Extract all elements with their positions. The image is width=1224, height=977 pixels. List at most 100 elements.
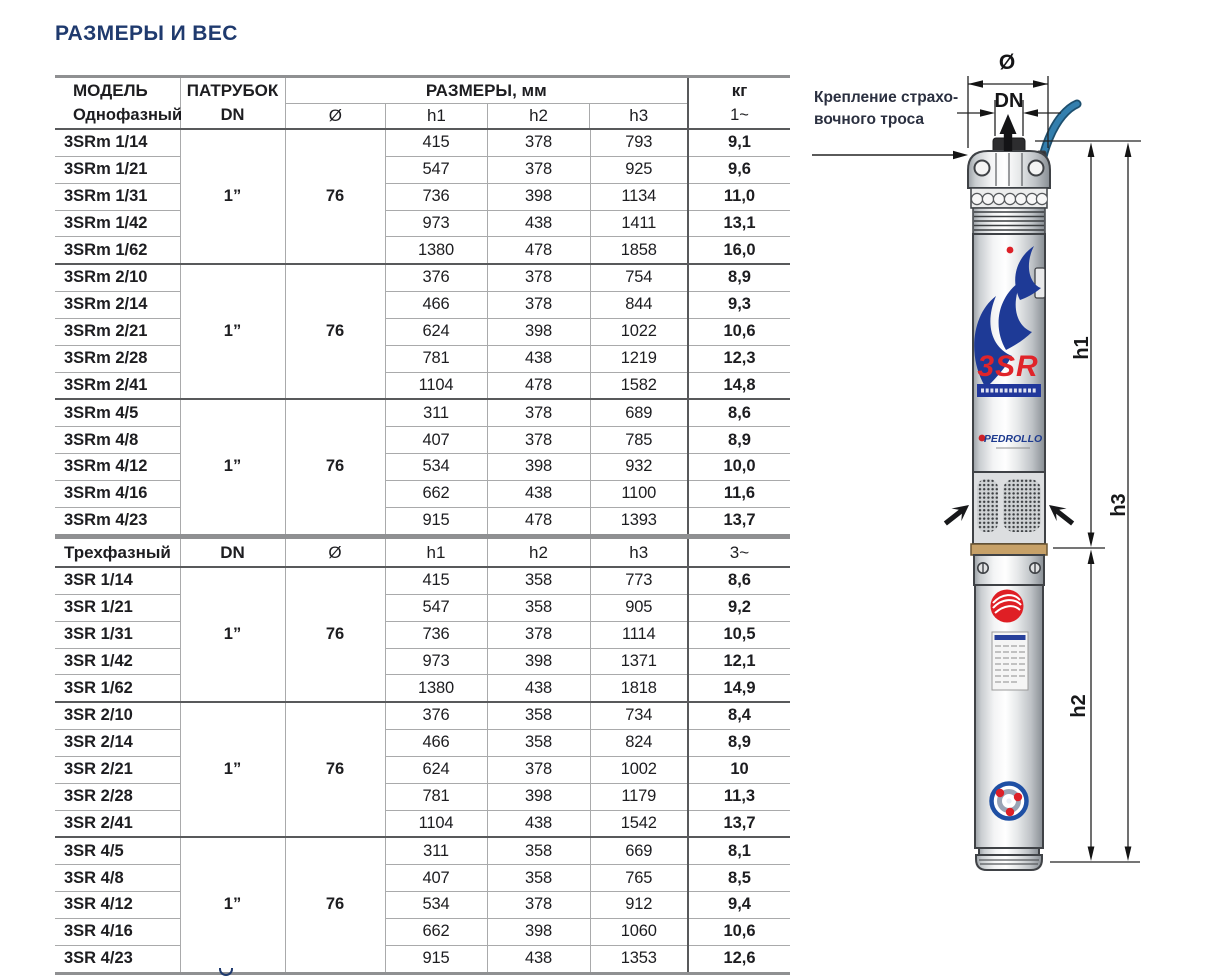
h2-value: 438 — [487, 344, 591, 373]
weight-value: 12,3 — [688, 344, 790, 373]
coupling-ring — [970, 543, 1048, 556]
h3-value: 824 — [590, 729, 689, 757]
table-row: 3SRm 1/21 547 378 925 9,6 — [55, 155, 790, 184]
h2-value: 438 — [487, 944, 591, 974]
h2-value: 358 — [487, 565, 591, 595]
h2-value: 358 — [487, 836, 591, 865]
column-header-diameter: Ø — [328, 106, 342, 126]
weight-value: 8,6 — [688, 565, 790, 595]
table-row: 3SR 2/21 624 378 1002 10 — [55, 755, 790, 784]
model-name: 3SRm 4/12 — [55, 453, 181, 481]
column-header-model: Трехфазный — [55, 537, 181, 568]
h1-value: 781 — [385, 782, 488, 811]
table-row: 3SR 4/8 407 358 765 8,5 — [55, 864, 790, 892]
table-row: 3SRm 2/21 624 398 1022 10,6 — [55, 317, 790, 346]
h3-value: 932 — [590, 453, 689, 481]
h2-value: 358 — [487, 593, 591, 622]
h3-value: 1353 — [590, 944, 689, 974]
h1-value: 466 — [385, 729, 488, 757]
h2-value: 398 — [487, 453, 591, 481]
pump-maker-label: PEDROLLO — [984, 433, 1042, 445]
h2-value: 358 — [487, 729, 591, 757]
column-header-sizes: РАЗМЕРЫ, мм Ø h1 h2 h3 — [285, 76, 689, 130]
h3-value: 754 — [590, 263, 689, 292]
h1-value: 1380 — [385, 674, 488, 703]
model-name: 3SR 2/14 — [55, 729, 181, 757]
table-row: 3SRm 1/62 1380 478 1858 16,0 — [55, 236, 790, 265]
dim-diameter-label: Ø — [999, 51, 1015, 74]
weight-value: 10,6 — [688, 917, 790, 946]
weight-value: 8,9 — [688, 426, 790, 454]
diameter-value: 76 — [285, 398, 386, 536]
h3-value: 1114 — [590, 620, 689, 649]
h2-value: 358 — [487, 864, 591, 892]
h2-value: 398 — [487, 647, 591, 675]
dim-h2-label: h2 — [1068, 694, 1090, 717]
dn-value: 1” — [180, 127, 286, 265]
diameter-value: 76 — [285, 127, 386, 265]
flame-logo-dot — [1006, 246, 1014, 254]
table-row: 3SR 1/14 1” 76 415 358 773 8,6 — [55, 565, 790, 703]
h3-value: 844 — [590, 291, 689, 319]
weight-value: 13,7 — [688, 809, 790, 838]
h3-value: 1371 — [590, 647, 689, 675]
h1-value: 1104 — [385, 809, 488, 838]
table-row: 3SRm 1/42 973 438 1411 13,1 — [55, 209, 790, 237]
table-row: 3SR 4/5 1” 76 311 358 669 8,1 — [55, 836, 790, 974]
h2-value: 438 — [487, 479, 591, 508]
model-name: 3SRm 4/23 — [55, 506, 181, 536]
cable-clip — [1034, 267, 1046, 299]
column-header-model: МОДЕЛЬ Однофазный — [55, 76, 182, 130]
h1-value: 1104 — [385, 371, 488, 400]
intake-screen-left — [977, 479, 998, 532]
pump-diagram: Крепление страхо- вочного троса — [812, 51, 1141, 871]
column-header-port: ПАТРУБОК DN — [180, 76, 286, 130]
h2-value: 438 — [487, 209, 591, 237]
model-name: 3SRm 2/10 — [55, 263, 181, 292]
h1-value: 662 — [385, 479, 488, 508]
dn-value: 1” — [180, 701, 286, 838]
h1-value: 624 — [385, 755, 488, 784]
model-name: 3SR 1/21 — [55, 593, 181, 622]
h1-value: 736 — [385, 620, 488, 649]
h2-value: 378 — [487, 155, 591, 184]
model-name: 3SR 4/16 — [55, 917, 181, 946]
table-row: 3SRm 2/41 1104 478 1582 14,8 — [55, 371, 790, 400]
weight-value: 11,3 — [688, 782, 790, 811]
model-name: 3SRm 1/21 — [55, 155, 181, 184]
model-name: 3SRm 1/31 — [55, 182, 181, 211]
column-header-weight: 3~ — [688, 537, 790, 568]
model-name: 3SRm 1/42 — [55, 209, 181, 237]
table-row: 3SR 4/23 915 438 1353 12,6 — [55, 944, 790, 974]
table-row: 3SRm 4/23 915 478 1393 13,7 — [55, 506, 790, 536]
weight-value: 9,1 — [688, 127, 790, 157]
model-name: 3SR 4/8 — [55, 864, 181, 892]
table-row: 3SR 2/28 781 398 1179 11,3 — [55, 782, 790, 811]
h3-value: 1219 — [590, 344, 689, 373]
h1-value: 973 — [385, 209, 488, 237]
dim-h3-label: h3 — [1108, 493, 1130, 516]
column-header-h3: h3 — [589, 104, 687, 128]
three-phase-body: 3SR 1/14 1” 76 415 358 773 8,6 3SR 1/21 547 358 90… — [55, 565, 790, 974]
h2-value: 478 — [487, 236, 591, 265]
three-phase-table: Трехфазный DN Ø h1 h2 h3 3~ 3SR 1/14 1” 76… — [55, 536, 790, 975]
h2-value: 398 — [487, 782, 591, 811]
weight-value: 8,6 — [688, 398, 790, 427]
intake-screen-right — [1003, 479, 1041, 532]
h3-value: 1858 — [590, 236, 689, 265]
weight-value: 8,9 — [688, 729, 790, 757]
rope-attachment-callout: Крепление страхо- вочного троса — [812, 89, 968, 160]
h3-value: 1393 — [590, 506, 689, 536]
model-name: 3SR 1/62 — [55, 674, 181, 703]
single-phase-table: МОДЕЛЬ Однофазный ПАТРУБОК DN РАЗМЕРЫ, м… — [55, 75, 790, 537]
bottom-cap — [975, 854, 1043, 871]
weight-value: 10,0 — [688, 453, 790, 481]
h2-value: 438 — [487, 809, 591, 838]
single-phase-header-row: МОДЕЛЬ Однофазный ПАТРУБОК DN РАЗМЕРЫ, м… — [55, 76, 790, 130]
dn-value: 1” — [180, 263, 286, 400]
column-header-diameter: Ø — [285, 537, 386, 568]
table-row: 3SR 2/10 1” 76 376 358 734 8,4 — [55, 701, 790, 838]
weight-value: 10 — [688, 755, 790, 784]
h1-value: 534 — [385, 891, 488, 919]
